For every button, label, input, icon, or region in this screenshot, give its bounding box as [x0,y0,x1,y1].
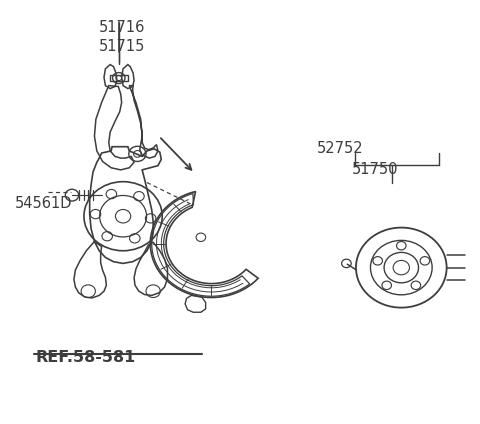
Text: 52752: 52752 [316,141,363,156]
Text: REF.58-581: REF.58-581 [36,350,136,365]
Text: 54561D: 54561D [15,196,72,211]
Text: 51716: 51716 [99,20,145,35]
Text: 51750: 51750 [352,162,399,177]
Text: 51715: 51715 [99,39,145,54]
